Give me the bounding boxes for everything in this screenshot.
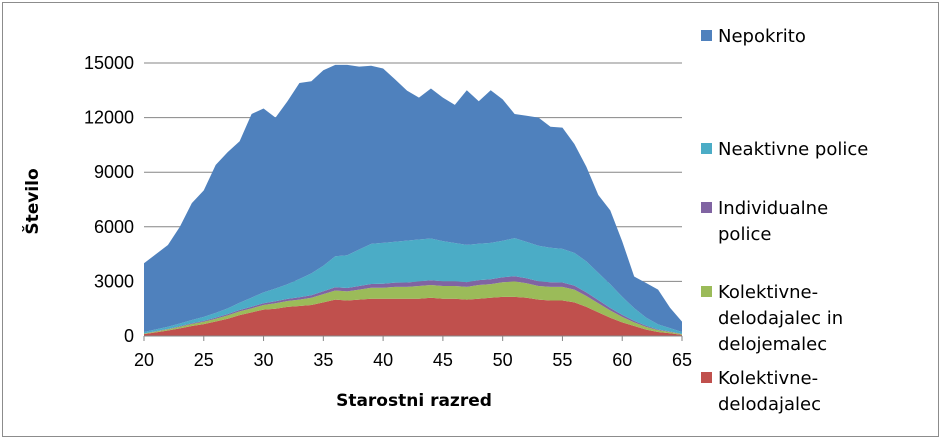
x-tick-label: 60 xyxy=(612,350,632,370)
x-axis-ticks: 20 25 30 35 40 45 50 55 60 65 xyxy=(134,336,692,370)
legend-swatch xyxy=(701,202,712,213)
legend-label: Kolektivne- xyxy=(718,368,818,389)
x-axis-title: Starostni razred xyxy=(336,391,492,411)
legend-label: Kolektivne- xyxy=(718,282,818,303)
legend-label: delodajalec xyxy=(718,394,821,415)
legend-swatch xyxy=(701,30,712,41)
y-axis-ticks: 0 3000 6000 9000 12000 15000 xyxy=(84,53,134,346)
legend-swatch xyxy=(701,286,712,297)
legend: Nepokrito Neaktivne police Individualne pol… xyxy=(701,26,868,415)
plot-areas xyxy=(144,64,682,336)
x-tick-label: 50 xyxy=(493,350,513,370)
legend-swatch xyxy=(701,372,712,383)
x-tick-label: 40 xyxy=(373,350,393,370)
area-series-4 xyxy=(144,238,682,334)
legend-swatch xyxy=(701,143,712,154)
legend-label: Individualne xyxy=(718,198,828,219)
x-tick-label: 45 xyxy=(433,350,453,370)
area-series-1 xyxy=(144,296,682,336)
x-tick-label: 35 xyxy=(313,350,333,370)
x-tick-label: 25 xyxy=(194,350,214,370)
y-tick-label: 3000 xyxy=(94,271,134,291)
legend-label: Nepokrito xyxy=(718,26,806,47)
y-axis-title: Število xyxy=(21,168,43,234)
y-tick-label: 0 xyxy=(124,326,134,346)
legend-label: Neaktivne police xyxy=(718,139,868,160)
y-tick-label: 9000 xyxy=(94,162,134,182)
y-tick-label: 15000 xyxy=(84,53,134,73)
x-tick-label: 55 xyxy=(552,350,572,370)
x-tick-label: 30 xyxy=(254,350,274,370)
area-series-2 xyxy=(144,281,682,335)
y-tick-label: 6000 xyxy=(94,217,134,237)
legend-label: delodajalec in xyxy=(718,308,843,329)
legend-label: delojemalec xyxy=(718,334,827,355)
y-tick-label: 12000 xyxy=(84,108,134,128)
area-series-5 xyxy=(144,64,682,332)
x-tick-label: 65 xyxy=(672,350,692,370)
legend-label: police xyxy=(718,224,771,245)
x-tick-label: 20 xyxy=(134,350,154,370)
